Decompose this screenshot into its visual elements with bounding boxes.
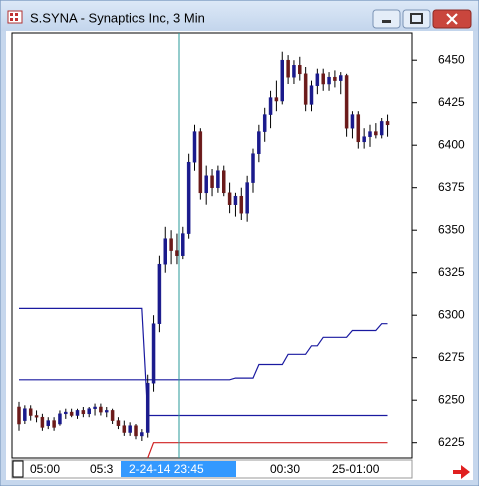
candle-body (309, 85, 314, 105)
candle-body (75, 410, 80, 416)
indicator-line (147, 442, 388, 459)
candle-body (175, 250, 179, 256)
candle-body (274, 97, 279, 102)
candle-body (350, 114, 355, 129)
candle-body (99, 406, 103, 413)
candle-body (46, 420, 50, 426)
candle-body (210, 175, 214, 188)
candle-body (128, 425, 132, 433)
candle-body (356, 114, 361, 143)
y-tick-label: 6425 (438, 95, 465, 109)
candle-body (233, 195, 238, 205)
candle-body (303, 73, 308, 105)
y-tick-label: 6250 (438, 392, 465, 406)
candle-body (292, 65, 296, 78)
candle-body (368, 131, 372, 137)
x-tick-label: 25-01:00 (332, 462, 380, 476)
candle-body (140, 432, 144, 437)
candle-body (122, 425, 127, 433)
candle-body (321, 73, 325, 85)
plot-area (11, 32, 413, 459)
candle-body (93, 406, 97, 409)
candle-body (134, 425, 138, 437)
x-tick-label: 05:00 (30, 462, 60, 476)
candle-body (163, 238, 167, 265)
scroll-box[interactable] (12, 460, 24, 478)
candle-body (327, 76, 331, 85)
candle-body (28, 408, 33, 416)
candle-body (333, 76, 337, 81)
close-button[interactable] (432, 9, 472, 29)
candle-body (116, 420, 121, 426)
y-tick-label: 6300 (438, 307, 465, 321)
candle-body (52, 420, 56, 428)
candle-body (222, 170, 226, 194)
y-tick-label: 6375 (438, 180, 465, 194)
cursor-label: 2-24-14 23:45 (129, 462, 204, 476)
y-tick-label: 6350 (438, 222, 465, 236)
candle-body (204, 175, 208, 194)
candle-body (23, 408, 27, 421)
y-tick-label: 6400 (438, 137, 465, 151)
candle-body (151, 323, 156, 384)
candle-body (339, 75, 343, 81)
candle-body (245, 182, 249, 214)
candle-body (181, 233, 185, 256)
x-tick-label: 00:30 (270, 462, 300, 476)
app-icon (7, 10, 23, 24)
candle-body (34, 415, 39, 418)
candle-body (251, 153, 255, 183)
candle-body (268, 97, 273, 115)
candle-body (64, 411, 68, 415)
candle-body (262, 114, 267, 132)
y-tick-label: 6275 (438, 350, 465, 364)
candle-body (105, 410, 109, 413)
candle-body (81, 410, 86, 415)
candle-body (87, 408, 91, 415)
candle-body (257, 131, 261, 154)
candle-body (362, 136, 366, 143)
window-title: S.SYNA - Synaptics Inc, 3 Min (30, 10, 205, 25)
candle-body (192, 131, 197, 163)
minimize-button[interactable] (372, 9, 401, 29)
indicator-line (19, 323, 388, 381)
candle-body (69, 411, 74, 416)
y-tick-label: 6225 (438, 435, 465, 449)
y-tick-label: 6450 (438, 52, 465, 66)
candle-body (227, 192, 232, 205)
candle-body (286, 59, 290, 78)
scroll-arrow[interactable] (453, 465, 470, 479)
candle-body (58, 413, 62, 425)
candle-body (110, 410, 115, 421)
candle-body (280, 59, 284, 102)
maximize-button[interactable] (402, 9, 431, 29)
candle-body (216, 170, 220, 188)
candle-body (157, 263, 162, 324)
candle-body (186, 161, 191, 234)
candle-body (315, 73, 320, 86)
candle-body (374, 131, 378, 136)
x-tick-label: 05:3 (90, 462, 114, 476)
candle-body (239, 195, 244, 214)
candle-body (385, 121, 390, 126)
candle-body (40, 416, 45, 428)
y-tick-label: 6325 (438, 265, 465, 279)
candle-body (145, 382, 150, 433)
candle-body (298, 65, 302, 75)
cursor-label-bg (121, 461, 236, 477)
candle-body (17, 406, 21, 425)
candle-body (198, 131, 203, 194)
candle-body (344, 75, 349, 129)
candle-body (379, 121, 384, 136)
indicator-line (19, 307, 388, 417)
candle-body (169, 238, 173, 251)
